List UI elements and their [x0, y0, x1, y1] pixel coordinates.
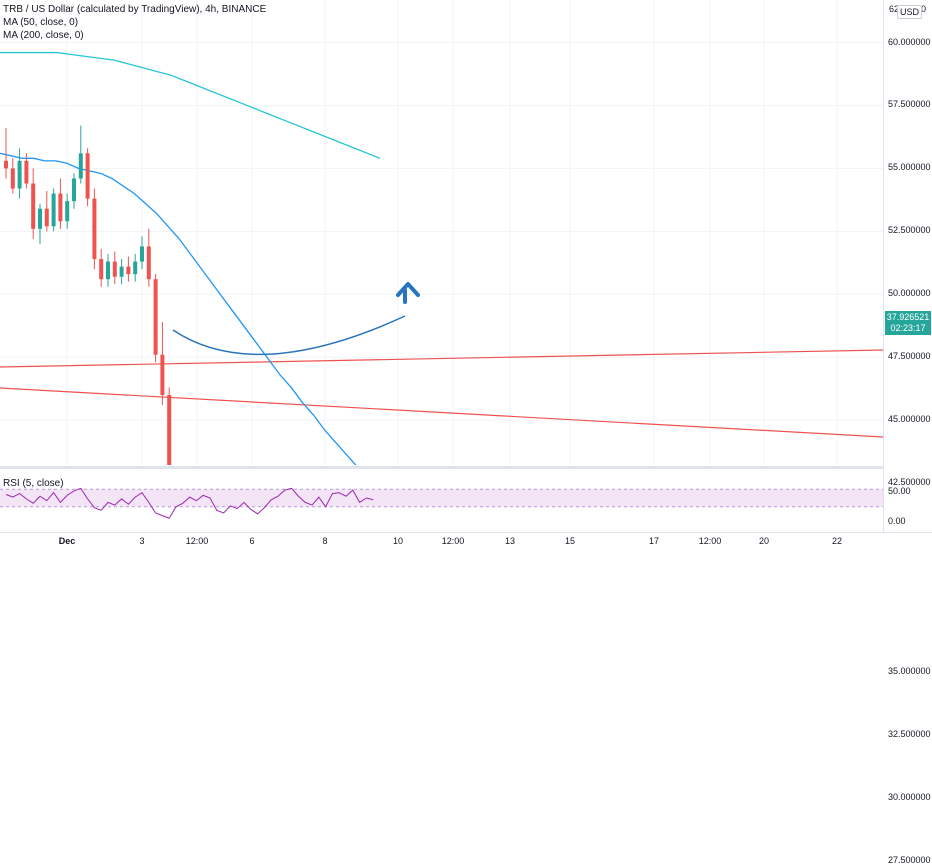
- time-tick-label: 17: [648, 536, 660, 546]
- symbol-legend[interactable]: TRB / US Dollar (calculated by TradingVi…: [3, 4, 267, 15]
- time-tick-label: 8: [322, 536, 328, 546]
- price-tick-top: 62: [889, 4, 900, 14]
- time-tick-label: 12:00: [698, 536, 722, 546]
- candle-body: [4, 160, 8, 169]
- candle-body: [17, 160, 22, 189]
- candle-body: [140, 246, 144, 262]
- time-tick-label: 3: [139, 536, 145, 546]
- time-tick-label: Dec: [58, 536, 76, 546]
- candle-body: [78, 153, 83, 179]
- price-tick-label: 52.500000: [888, 225, 931, 236]
- time-tick-label: 20: [758, 536, 770, 546]
- time-axis[interactable]: Dec 3 12:00 6 8 10 12:00 13 15 17 12:00 20 22: [0, 532, 932, 551]
- price-tick-label: 47.500000: [888, 351, 931, 362]
- price-chart-canvas[interactable]: [0, 0, 883, 465]
- candle-body: [72, 178, 76, 202]
- time-tick-label: 12:00: [441, 536, 465, 546]
- ma50-line: [0, 152, 357, 465]
- candle-body: [10, 168, 15, 189]
- support-trendline: [0, 349, 883, 368]
- time-tick-label: 15: [564, 536, 576, 546]
- candle-body: [106, 261, 110, 280]
- price-tick-label: 50.000000: [888, 288, 931, 299]
- price-tick-label: 42.500000: [888, 477, 931, 488]
- candle-body: [126, 266, 131, 275]
- current-price-tag: 37.926521 02:23:17: [885, 311, 931, 335]
- price-tick-label: 60.000000: [888, 36, 931, 47]
- candle-body: [85, 153, 90, 199]
- rsi-legend[interactable]: RSI (5, close): [3, 478, 64, 489]
- price-tick-label: 57.500000: [888, 99, 931, 110]
- pane-separator[interactable]: [0, 466, 932, 469]
- lower-trendline: [0, 387, 883, 438]
- chart-legend: TRB / US Dollar (calculated by TradingVi…: [3, 3, 266, 42]
- candle-body: [44, 208, 49, 227]
- price-axis[interactable]: 60.000000 57.500000 55.000000 52.500000 50.0…: [883, 0, 932, 865]
- candle-body: [31, 183, 36, 229]
- candle-body: [24, 160, 29, 184]
- candle-body: [119, 266, 124, 277]
- price-tick-label: 55.000000: [888, 162, 931, 173]
- rsi-line: [5, 487, 374, 519]
- rsi-tick-50: 50.00: [888, 486, 911, 496]
- candle-body: [153, 279, 158, 355]
- ma50-legend[interactable]: MA (50, close, 0): [3, 17, 79, 28]
- candle-body: [58, 193, 63, 222]
- rsi-tick-0: 0.00: [888, 516, 906, 526]
- rsi-canvas[interactable]: [0, 470, 883, 532]
- candle-body: [51, 193, 56, 227]
- time-tick-label: 6: [249, 536, 255, 546]
- ma200-line: [0, 51, 381, 159]
- candle-body: [146, 246, 151, 280]
- current-price-value: 37.926521: [886, 312, 930, 322]
- price-tick-label: 27.500000: [888, 854, 931, 865]
- price-tick-label: 30.000000: [888, 791, 931, 802]
- rounding-bottom-curve: [172, 315, 406, 356]
- price-tick-label: 32.500000: [888, 728, 931, 739]
- currency-badge[interactable]: USD: [897, 5, 923, 19]
- countdown-timer: 02:23:17: [890, 323, 926, 333]
- time-tick-label: 22: [831, 536, 843, 546]
- time-tick-label: 13: [504, 536, 516, 546]
- rsi-pane[interactable]: [0, 470, 883, 532]
- candle-body: [133, 261, 138, 275]
- candle-body: [65, 201, 70, 222]
- up-arrow-icon: [396, 282, 420, 297]
- rsi-band: [0, 489, 883, 507]
- candle-body: [99, 259, 104, 280]
- candle-body: [160, 354, 165, 396]
- time-tick-label: 12:00: [185, 536, 209, 546]
- ma200-legend[interactable]: MA (200, close, 0): [3, 30, 84, 41]
- candle-body: [167, 395, 172, 465]
- time-tick-label: 10: [392, 536, 404, 546]
- price-tick-label: 35.000000: [888, 666, 931, 676]
- candle-body: [92, 198, 97, 260]
- candle-body: [38, 208, 42, 229]
- main-chart-pane[interactable]: [0, 0, 883, 465]
- candle-body: [112, 261, 117, 277]
- price-tick-label: 45.000000: [888, 414, 931, 425]
